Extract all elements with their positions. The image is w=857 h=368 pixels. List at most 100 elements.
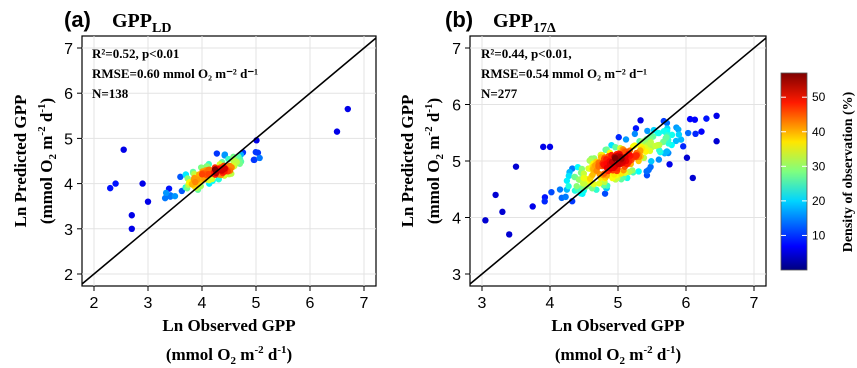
panel-b-xtick-label: 4 xyxy=(546,295,555,312)
panel-b-data-point xyxy=(631,130,639,138)
panel-a-ytick-label: 4 xyxy=(64,177,73,194)
panel-b-ylabel: Ln Predicted GPP xyxy=(398,95,417,228)
panel-a-data-point xyxy=(162,189,170,197)
panel-a-data-point xyxy=(128,225,135,232)
panel-b-data-point xyxy=(652,142,659,150)
panel-b-data-point xyxy=(713,112,720,120)
panel-b-ylabel-units: (mmol O2 m-2 d-1) xyxy=(423,98,446,224)
colorbar-gradient xyxy=(780,72,808,271)
panel-b-data-point xyxy=(635,168,642,175)
panel-b-data-point xyxy=(647,163,654,171)
panel-b-data-point xyxy=(666,161,673,168)
panel-b-xlabel-units: (mmol O2 m-2 d-1) xyxy=(555,344,681,367)
panel-b-data-point xyxy=(655,129,663,137)
panel-b-data-point xyxy=(580,170,588,177)
panel-a-data-point xyxy=(177,173,184,181)
panel-b-data-point xyxy=(573,182,580,190)
panel-b-data-point xyxy=(663,148,671,155)
panel-b-data-point xyxy=(615,134,622,141)
panel-a-rmse: RMSE=0.60 mmol O₂ m⁻² d⁻¹ xyxy=(92,66,258,81)
panel-b-data-point xyxy=(684,129,692,137)
panel-b-data-point xyxy=(482,217,489,224)
panel-a-data-point xyxy=(192,178,199,186)
colorbar-tick-label: 10 xyxy=(812,228,826,242)
panel-a-xtick-label: 6 xyxy=(306,295,315,312)
panel-b-data-point xyxy=(691,116,699,123)
panel-a: 2 3 4 5 6 7 2 3 4 5 6 7 (a) GPPLD R²=0.52, p<0.01 R… xyxy=(11,7,377,367)
panel-a-xtick-label: 2 xyxy=(90,295,99,312)
panel-b-data-point xyxy=(512,163,520,170)
panel-a-data-point xyxy=(112,180,119,187)
panel-b-data-point xyxy=(540,143,547,151)
panel-a-ytick-label: 7 xyxy=(64,41,73,58)
panel-a-ytick-label: 3 xyxy=(64,222,73,239)
panel-b-data-point xyxy=(612,143,619,151)
panel-a-data-point xyxy=(333,128,341,135)
panel-a-xtick-label: 5 xyxy=(252,295,261,312)
panel-b-data-point xyxy=(562,193,569,201)
colorbar: 10 20 30 40 50 Density of observation (%) xyxy=(780,72,856,271)
panel-b-xtick-label: 3 xyxy=(478,295,487,312)
panel-b-data-point xyxy=(579,180,587,187)
panel-a-ylabel-units: (mmol O2 m-2 d-1) xyxy=(36,98,59,224)
panel-b-data-point xyxy=(698,128,705,135)
panel-b-data-point xyxy=(492,191,499,199)
panel-a-title: GPPLD xyxy=(112,10,171,36)
panel-b-data-point xyxy=(506,231,513,238)
panel-b-data-point xyxy=(686,115,694,123)
colorbar-tick-label: 50 xyxy=(812,90,826,104)
panel-b-grid xyxy=(470,36,766,286)
panel-a-ytick-label: 2 xyxy=(64,267,73,284)
panel-a-letter: (a) xyxy=(64,7,91,32)
panel-a-data-point xyxy=(161,194,169,202)
panel-a-one-to-one-line xyxy=(81,37,377,285)
panel-b-data-point xyxy=(596,180,603,187)
panel-b-data-point xyxy=(499,208,506,216)
panel-a-ylabel: Ln Predicted GPP xyxy=(11,95,30,228)
panel-b-data-point xyxy=(622,136,630,143)
panel-a-xtick-label: 7 xyxy=(360,295,369,312)
panel-b-data-point xyxy=(565,183,572,190)
panel-b-data-point xyxy=(612,155,619,162)
panel-b-data-point xyxy=(563,177,571,184)
panel-b-xtick-label: 6 xyxy=(682,295,691,312)
panel-b-data-point xyxy=(546,143,554,151)
panel-b-data-point xyxy=(655,156,663,163)
panel-a-points xyxy=(107,105,351,232)
panel-b-data-point xyxy=(713,138,720,145)
panel-a-data-point xyxy=(221,151,229,158)
panel-a-data-point xyxy=(107,184,114,192)
panel-a-ticks: 2 3 4 5 6 7 2 3 4 5 6 7 xyxy=(64,41,368,312)
colorbar-tick-label: 30 xyxy=(812,159,826,173)
panel-b-xtick-label: 5 xyxy=(614,295,623,312)
panel-b-letter: (b) xyxy=(445,7,473,32)
panel-b-data-point xyxy=(556,186,564,193)
panel-a-xlabel: Ln Observed GPP xyxy=(162,316,295,335)
panel-b-data-point xyxy=(548,188,555,196)
panel-b-data-point xyxy=(692,130,699,138)
panel-b-data-point xyxy=(529,203,536,210)
panel-b-data-point xyxy=(644,127,651,135)
panel-b-data-point xyxy=(601,190,609,197)
panel-b-one-to-one-line xyxy=(469,37,767,285)
panel-b-rmse: RMSE=0.54 mmol O₂ m⁻² d⁻¹ xyxy=(481,66,647,81)
panel-b-data-point xyxy=(680,143,687,150)
panel-b-xtick-label: 7 xyxy=(750,295,759,312)
panel-b-data-point xyxy=(656,147,663,154)
panel-a-xlabel-units: (mmol O2 m-2 d-1) xyxy=(166,344,292,367)
colorbar-tick-label: 40 xyxy=(812,125,826,139)
panel-a-data-point xyxy=(171,192,179,200)
colorbar-tick-label: 20 xyxy=(812,194,826,208)
panel-b-n: N=277 xyxy=(481,86,518,101)
panel-b-ytick-label: 3 xyxy=(452,267,461,284)
panel-b-data-point xyxy=(672,137,680,145)
panel-a-xtick-label: 3 xyxy=(144,295,153,312)
panel-a-data-point xyxy=(198,171,206,178)
panel-b-data-point xyxy=(675,126,682,133)
panel-a-data-point xyxy=(213,150,221,157)
panel-b-data-point xyxy=(565,172,572,180)
panel-a-data-point xyxy=(128,212,135,219)
panel-b-data-point xyxy=(580,174,587,182)
panel-b-r2: R²=0.44, p<0.01, xyxy=(481,46,572,61)
